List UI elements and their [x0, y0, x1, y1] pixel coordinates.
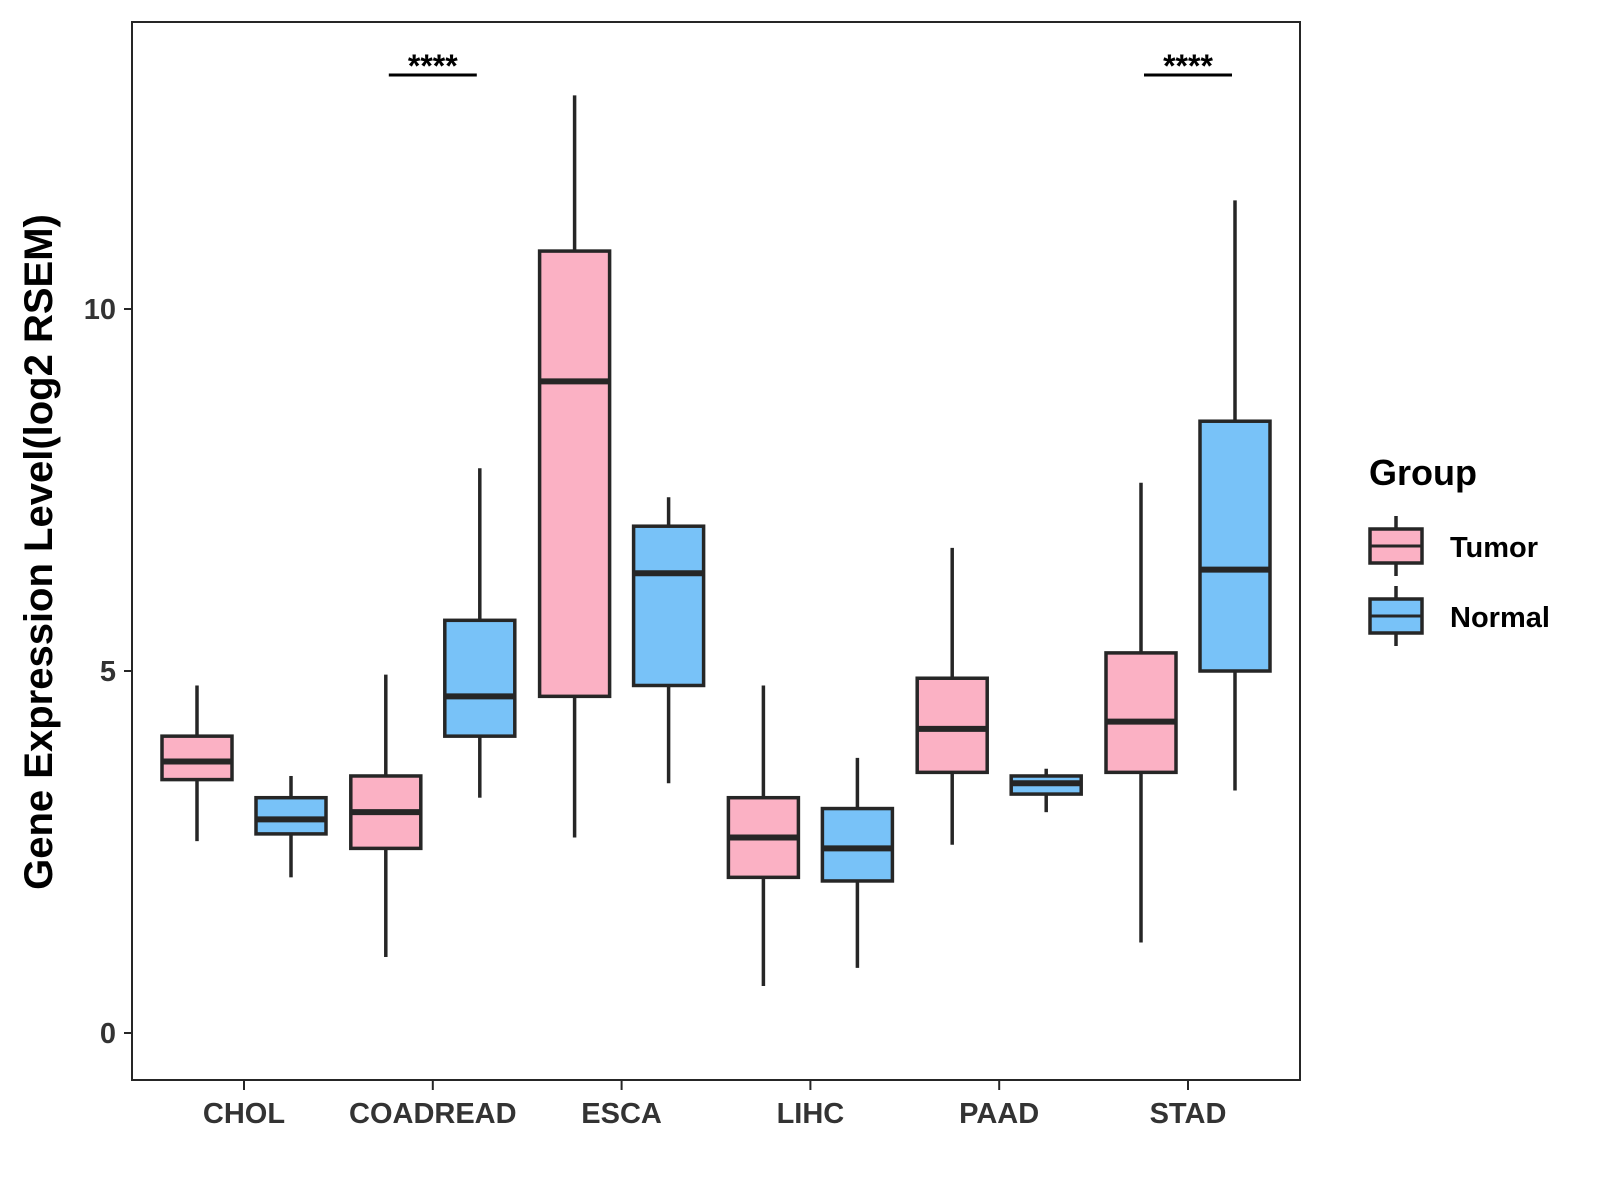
box-tumor-chol: [160, 685, 234, 842]
box-body: [443, 618, 517, 738]
y-tick-label: 0: [100, 1018, 116, 1050]
legend-label-tumor: Tumor: [1450, 532, 1538, 564]
y-tick-label: 5: [100, 656, 116, 688]
x-tick-label-coadread: COADREAD: [349, 1098, 517, 1130]
y-axis: 0 5 10: [84, 294, 132, 1050]
significance-stad: ****: [1144, 48, 1232, 84]
box-normal-paad: [1009, 768, 1083, 813]
x-tick-label-esca: ESCA: [581, 1098, 662, 1130]
box-normal-chol: [254, 775, 328, 878]
y-tick-label: 10: [84, 294, 116, 326]
significance-label: ****: [1163, 48, 1213, 84]
box-body: [820, 806, 895, 883]
box-body: [631, 524, 706, 688]
box-body: [1104, 651, 1178, 775]
plot-panel: [131, 21, 1301, 1081]
significance-coadread: ****: [388, 48, 477, 84]
x-tick-label-chol: CHOL: [203, 1098, 285, 1130]
box-body: [160, 734, 234, 782]
legend: Group Tumor Normal: [1368, 452, 1550, 646]
x-axis: CHOL COADREAD ESCA LIHC PAAD STAD: [203, 1080, 1226, 1130]
significance-annotations: **** ****: [388, 48, 1232, 84]
y-axis-title: Gene Expression Level(log2 RSEM): [17, 214, 61, 890]
box-normal-lihc: [820, 757, 895, 968]
x-tick-label-paad: PAAD: [959, 1098, 1039, 1130]
x-tick-label-stad: STAD: [1150, 1098, 1227, 1130]
legend-item-tumor: Tumor: [1368, 516, 1538, 576]
legend-label-normal: Normal: [1450, 602, 1550, 634]
significance-label: ****: [408, 48, 458, 84]
box-tumor-esca: [537, 95, 612, 838]
box-body: [537, 249, 612, 699]
box-normal-coadread: [443, 468, 517, 798]
box-normal-esca: [631, 497, 706, 784]
box-tumor-coadread: [349, 674, 423, 957]
box-tumor-stad: [1104, 482, 1178, 943]
box-series: [160, 95, 1272, 986]
box-body: [915, 676, 989, 775]
box-tumor-lihc: [726, 685, 801, 986]
box-body: [254, 795, 328, 836]
x-tick-label-lihc: LIHC: [777, 1098, 845, 1130]
box-normal-stad: [1198, 200, 1272, 791]
legend-item-normal: Normal: [1368, 586, 1550, 646]
legend-items: Tumor Normal: [1368, 516, 1550, 646]
legend-title: Group: [1369, 452, 1477, 493]
box-tumor-paad: [915, 547, 989, 845]
box-body: [1198, 419, 1272, 673]
